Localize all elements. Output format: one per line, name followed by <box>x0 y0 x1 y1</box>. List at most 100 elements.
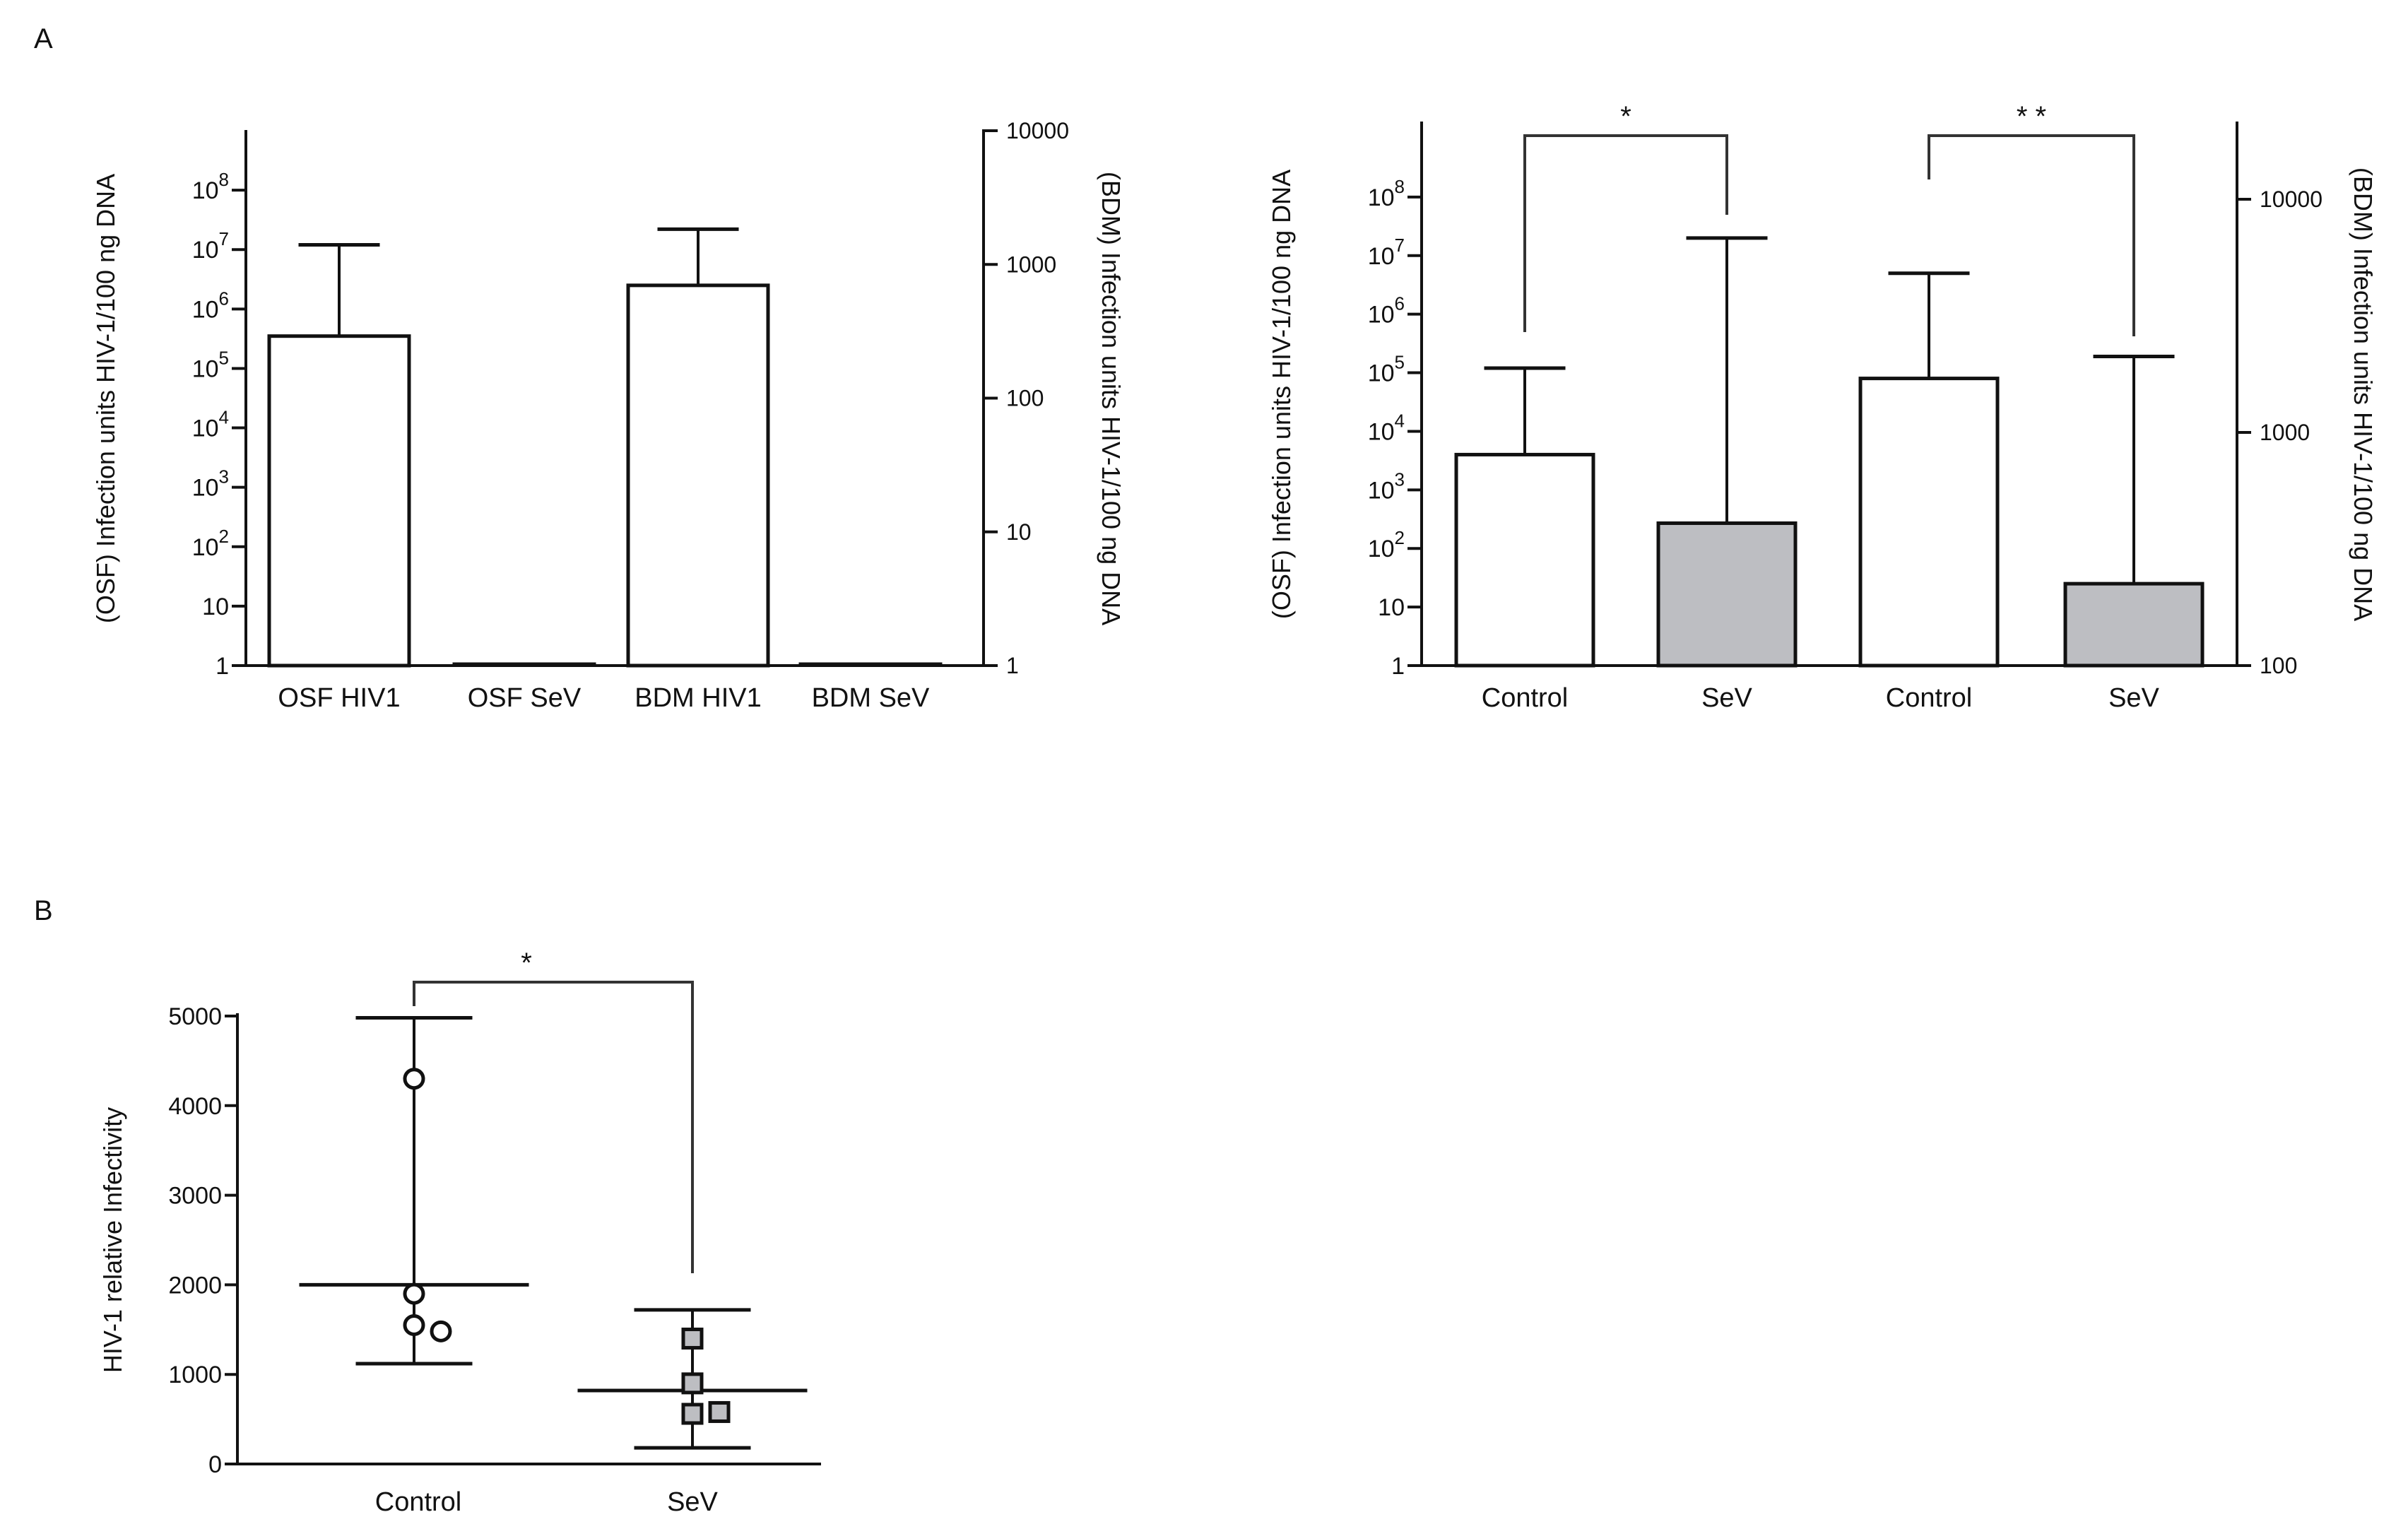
data-point <box>708 1400 731 1423</box>
left-tick-label: 1 <box>216 653 229 680</box>
category-label: BDM SeV <box>812 683 930 713</box>
left-tick-label: 108 <box>1368 176 1405 211</box>
right-tick-label: 1000 <box>1006 252 1056 277</box>
left-tick-label-base: 10 <box>192 237 219 264</box>
right-tick-label: 10000 <box>1006 118 1069 143</box>
left-tick-label-exp: 5 <box>219 347 229 368</box>
right-axis-title: (BDM) Infection units HIV-1/100 ng DNA <box>1097 172 1126 625</box>
left-tick-label-base: 10 <box>1368 536 1395 562</box>
left-tick-label-base: 10 <box>192 415 219 442</box>
bar <box>626 283 770 668</box>
right-tick-label: 100 <box>1006 386 1044 411</box>
left-tick-label: 104 <box>1368 410 1405 445</box>
tick-label: 5000 <box>168 1003 222 1030</box>
data-point <box>681 1372 704 1395</box>
category-label: SeV <box>1701 683 1752 713</box>
data-point <box>403 1068 425 1090</box>
chart-b: 0 1000 2000 3000 4000 5000 HIV-1 relative Infe… <box>98 947 821 1517</box>
data-point <box>403 1282 425 1305</box>
data-point <box>681 1403 704 1425</box>
y-axis-title: HIV-1 relative Infectivity <box>98 1107 127 1373</box>
left-tick-label-exp: 5 <box>1395 352 1405 373</box>
left-tick-label: 103 <box>192 466 229 502</box>
significance-label: * <box>1620 101 1631 132</box>
left-tick-label-base: 1 <box>216 653 229 680</box>
bar <box>267 334 411 668</box>
left-tick-label: 10 <box>1378 594 1405 621</box>
left-tick-label-exp: 6 <box>219 288 229 309</box>
left-tick-label-exp: 4 <box>219 407 229 428</box>
right-tick-label: 10000 <box>2260 187 2323 212</box>
category-label: Control <box>1886 683 1973 713</box>
left-tick-label-exp: 7 <box>219 228 229 249</box>
left-tick-label-base: 10 <box>1368 360 1395 387</box>
bar <box>1454 452 1595 668</box>
left-tick-label-exp: 7 <box>1395 235 1405 256</box>
panel-label-a: A <box>34 23 53 54</box>
bar <box>1656 521 1798 668</box>
left-tick-label-exp: 6 <box>1395 293 1405 314</box>
left-tick-label-base: 10 <box>192 355 219 382</box>
left-tick-label-base: 10 <box>1368 477 1395 504</box>
left-tick-label-exp: 4 <box>1395 410 1405 431</box>
left-tick-label: 1 <box>1391 653 1405 680</box>
category-label: Control <box>1482 683 1569 713</box>
significance-label: * <box>521 947 532 979</box>
tick-label: 3000 <box>168 1183 222 1210</box>
left-tick-label-base: 10 <box>192 177 219 204</box>
left-tick-label-exp: 2 <box>219 526 229 547</box>
left-tick-label-exp: 2 <box>1395 527 1405 548</box>
left-tick-label-exp: 8 <box>1395 176 1405 197</box>
left-tick-label-base: 1 <box>1391 653 1405 680</box>
left-tick-label: 105 <box>1368 352 1405 387</box>
left-tick-label-exp: 8 <box>219 169 229 190</box>
right-tick-label: 1 <box>1006 653 1019 678</box>
chart-a-right: 110102103104105106107108100100010000(OSF… <box>1267 101 2378 713</box>
left-tick-label-base: 10 <box>1368 418 1395 445</box>
left-axis-title: (OSF) Infection units HIV-1/100 ng DNA <box>1267 170 1296 619</box>
left-tick-label: 103 <box>1368 468 1405 504</box>
category-label: OSF SeV <box>468 683 582 713</box>
right-tick-label: 100 <box>2260 653 2297 678</box>
left-tick-label: 105 <box>192 347 229 382</box>
left-tick-label-base: 10 <box>192 534 219 561</box>
left-tick-label: 106 <box>1368 293 1405 329</box>
panel-label-b: B <box>34 895 53 926</box>
tick-label: 1000 <box>168 1362 222 1388</box>
tick-label: 2000 <box>168 1272 222 1299</box>
left-tick-label: 10 <box>202 594 229 620</box>
left-tick-label: 102 <box>1368 527 1405 562</box>
category-label: SeV <box>667 1487 718 1517</box>
data-point <box>681 1327 704 1350</box>
left-tick-label: 104 <box>192 407 229 442</box>
category-label: OSF HIV1 <box>278 683 400 713</box>
right-tick-label: 1000 <box>2260 420 2310 445</box>
tick-label: 4000 <box>168 1093 222 1120</box>
left-tick-label: 107 <box>1368 235 1405 270</box>
bar <box>1858 377 2000 668</box>
category-label: SeV <box>2108 683 2159 713</box>
category-label: BDM HIV1 <box>635 683 761 713</box>
right-axis-title: (BDM) Infection units HIV-1/100 ng DNA <box>2349 167 2378 621</box>
left-tick-label-base: 10 <box>202 594 229 620</box>
left-tick-label: 102 <box>192 526 229 561</box>
left-axis-title: (OSF) Infection units HIV-1/100 ng DNA <box>91 174 120 623</box>
left-tick-label-exp: 3 <box>1395 468 1405 490</box>
chart-a-left: 110102103104105106107108110100100010000(… <box>91 118 1126 713</box>
data-point <box>403 1313 425 1336</box>
category-label: Control <box>375 1487 462 1517</box>
right-tick-label: 10 <box>1006 519 1032 545</box>
left-tick-label-base: 10 <box>1368 302 1395 329</box>
bar <box>2063 582 2205 668</box>
left-tick-label-base: 10 <box>1378 594 1405 621</box>
left-tick-label-base: 10 <box>1368 184 1395 211</box>
tick-label: 0 <box>208 1451 222 1478</box>
left-tick-label-base: 10 <box>192 296 219 323</box>
left-tick-label: 106 <box>192 288 229 323</box>
left-tick-label: 107 <box>192 228 229 264</box>
left-tick-label-exp: 3 <box>219 466 229 488</box>
left-tick-label: 108 <box>192 169 229 204</box>
data-point <box>430 1320 452 1342</box>
left-tick-label-base: 10 <box>192 475 219 502</box>
